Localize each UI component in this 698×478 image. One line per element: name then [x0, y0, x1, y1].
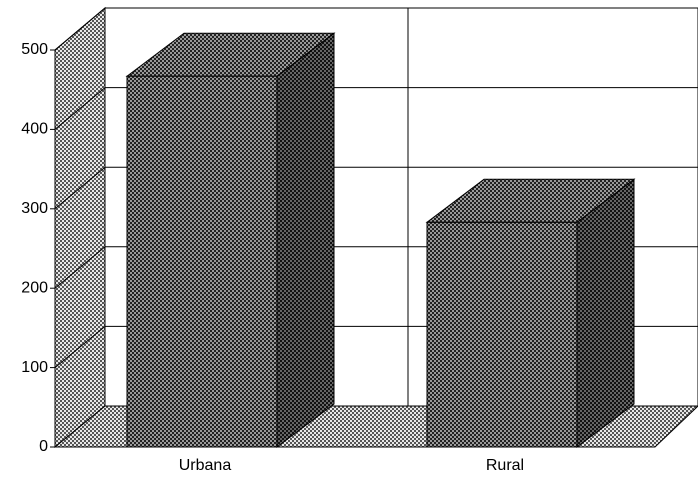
- x-tick-label: Rural: [486, 457, 524, 474]
- y-tick-label: 400: [21, 121, 48, 138]
- y-tick-label: 100: [21, 359, 48, 376]
- grid-line: [54, 7, 106, 51]
- bar: [426, 221, 578, 448]
- y-tick-label: 300: [21, 200, 48, 217]
- bar-side: [576, 178, 635, 449]
- y-tick-label: 0: [39, 438, 48, 455]
- y-tick-label: 500: [21, 41, 48, 58]
- bar-side: [276, 32, 335, 449]
- x-tick-label: Urbana: [179, 457, 232, 474]
- grid-line: [54, 246, 106, 289]
- side-wall: [54, 6, 106, 449]
- grid-line: [54, 166, 106, 210]
- grid-line: [54, 326, 106, 368]
- y-tick-label: 200: [21, 279, 48, 296]
- bar: [126, 75, 278, 448]
- grid-line: [54, 87, 106, 130]
